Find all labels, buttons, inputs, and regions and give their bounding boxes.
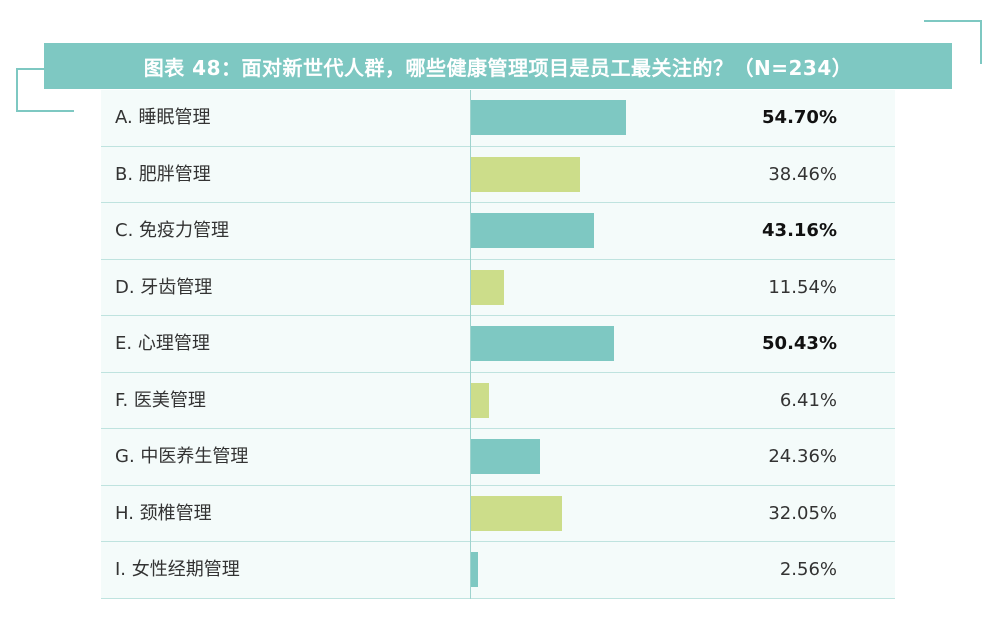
category-label: B. 肥胖管理 [115, 163, 211, 185]
table-row: C. 免疫力管理 43.16% [101, 203, 895, 260]
category-label: A. 睡眠管理 [115, 107, 211, 128]
decorative-frame-left [16, 68, 74, 112]
bar [471, 213, 594, 249]
value-label: 43.16% [762, 220, 837, 242]
bar [471, 552, 479, 588]
category-label: D. 牙齿管理 [115, 276, 213, 298]
value-label: 6.41% [779, 389, 837, 411]
table-row: F. 医美管理 6.41% [101, 373, 895, 430]
bar [471, 495, 563, 531]
bar [471, 156, 581, 192]
bar [471, 326, 615, 362]
bar [471, 269, 504, 305]
category-label: E. 心理管理 [115, 333, 210, 355]
value-label: 38.46% [768, 163, 837, 185]
table-row: H. 颈椎管理 32.05% [101, 486, 895, 543]
decorative-frame-right [924, 20, 982, 64]
value-label: 32.05% [768, 502, 837, 524]
chart-table: A. 睡眠管理 54.70% B. 肥胖管理 38.46% C. 免疫力管理 43.16%… [101, 90, 895, 599]
value-label: 2.56% [779, 559, 837, 581]
value-label: 54.70% [762, 107, 837, 128]
table-row: G. 中医养生管理 24.36% [101, 429, 895, 486]
bar [471, 439, 541, 475]
bar [471, 382, 490, 418]
category-label: I. 女性经期管理 [115, 559, 240, 581]
axis-divider [470, 90, 471, 599]
chart-title: 图表 48：面对新世代人群，哪些健康管理项目是员工最关注的？（N=234） [44, 43, 952, 89]
value-label: 50.43% [762, 333, 837, 355]
category-label: H. 颈椎管理 [115, 502, 212, 524]
table-row: D. 牙齿管理 11.54% [101, 260, 895, 317]
table-row: B. 肥胖管理 38.46% [101, 147, 895, 204]
decorative-frame-left-top [16, 68, 46, 70]
bar [471, 100, 627, 135]
value-label: 24.36% [768, 446, 837, 468]
category-label: C. 免疫力管理 [115, 220, 230, 242]
table-row: A. 睡眠管理 54.70% [101, 90, 895, 147]
value-label: 11.54% [768, 276, 837, 298]
category-label: G. 中医养生管理 [115, 446, 249, 468]
table-row: E. 心理管理 50.43% [101, 316, 895, 373]
table-row: I. 女性经期管理 2.56% [101, 542, 895, 599]
category-label: F. 医美管理 [115, 389, 206, 411]
